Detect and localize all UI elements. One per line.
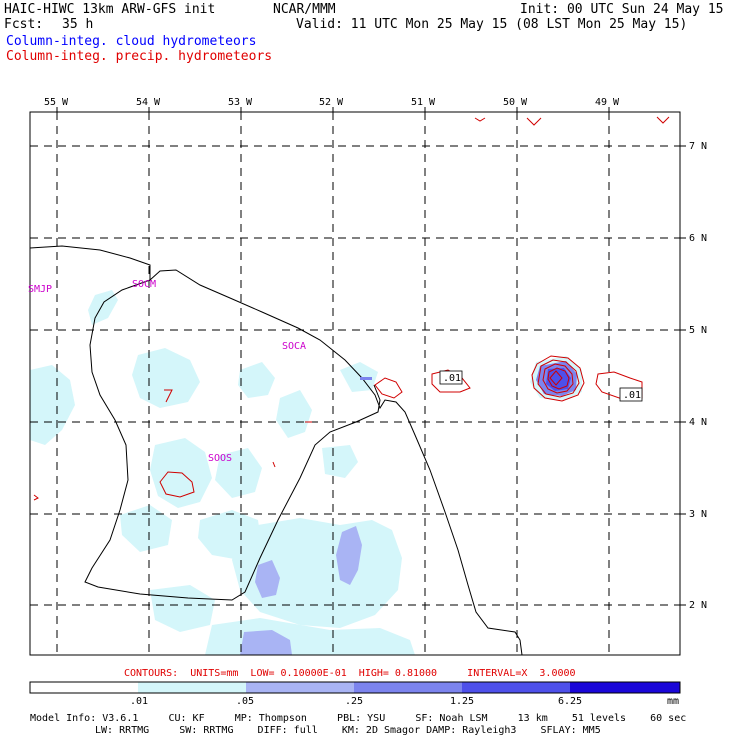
- cloud-area: [255, 560, 280, 598]
- map-frame: [29, 111, 681, 656]
- precip-contour: [164, 389, 173, 403]
- org-label: NCAR/MMM: [273, 2, 336, 17]
- cloud-area: [215, 448, 262, 498]
- colorbar-tick-label: .01: [130, 696, 149, 707]
- precip-contour: [542, 363, 574, 394]
- precip-contour: [526, 117, 542, 126]
- coastline: [30, 245, 523, 655]
- axis-ticks: [56, 107, 686, 606]
- precip-contour: [474, 117, 486, 122]
- precip-contour: [537, 359, 580, 398]
- cloud-area: [546, 368, 571, 391]
- forecast-hour: 35 h: [62, 17, 94, 32]
- cloud-area: [238, 362, 275, 398]
- colorbar-tick-label: 6.25: [558, 696, 583, 707]
- precip-contour: [656, 116, 670, 124]
- cloud-area: [30, 365, 75, 445]
- lat-label: 6 N: [689, 233, 708, 244]
- contour-info: CONTOURS: UNITS=mm LOW= 0.10000E-01 HIGH…: [124, 668, 576, 679]
- cloud-area: [322, 445, 358, 478]
- lat-label: 5 N: [689, 325, 708, 336]
- lon-label: 53 W: [228, 97, 253, 108]
- station-markers: [360, 377, 372, 380]
- lon-label: 51 W: [411, 97, 436, 108]
- valid-time: Valid: 11 UTC Mon 25 May 15 (08 LST Mon …: [296, 17, 688, 32]
- cloud-shading: [30, 290, 582, 655]
- precip-contour: [159, 471, 195, 498]
- lat-label: 2 N: [689, 600, 708, 611]
- precip-contour: [272, 461, 276, 468]
- model-title: HAIC-HIWC 13km ARW-GFS init: [4, 2, 216, 17]
- cloud-area: [150, 585, 215, 632]
- lat-label: 7 N: [689, 141, 708, 152]
- precip-contour: [374, 377, 403, 399]
- colorbar: [29, 681, 681, 694]
- cloud-area: [120, 505, 172, 552]
- cloud-area: [132, 348, 200, 408]
- precip-contour: [547, 367, 570, 390]
- station-label: SOOS: [208, 453, 233, 464]
- colorbar-units: mm: [667, 696, 680, 707]
- lon-label: 49 W: [595, 97, 620, 108]
- precip-contours: [33, 116, 670, 501]
- colorbar-tick-label: .25: [345, 696, 364, 707]
- cloud-area: [336, 526, 362, 585]
- forecast-label: Fcst:: [4, 17, 44, 32]
- contour-value-label: .01: [623, 390, 642, 401]
- lon-label: 54 W: [136, 97, 161, 108]
- precip-contour: [531, 355, 585, 402]
- station-label: SOCA: [282, 341, 307, 352]
- lat-label: 4 N: [689, 417, 708, 428]
- lon-label: 55 W: [44, 97, 69, 108]
- init-time: Init: 00 UTC Sun 24 May 15: [520, 2, 724, 17]
- contour-value-label: .01: [443, 373, 462, 384]
- precip-contour: [549, 370, 563, 386]
- lon-label: 50 W: [503, 97, 528, 108]
- cloud-field-label: Column-integ. cloud hydrometeors: [6, 34, 257, 49]
- cloud-area: [276, 390, 312, 438]
- contour-labels: [439, 370, 643, 402]
- precip-contour: [33, 494, 39, 501]
- cloud-area: [340, 362, 378, 392]
- station-label: SOCM: [132, 279, 157, 290]
- colorbar-tick-label: .05: [236, 696, 255, 707]
- model-info-line-1: Model Info: V3.6.1 CU: KF MP: Thompson P…: [30, 713, 687, 724]
- cloud-area: [240, 630, 292, 655]
- lon-label: 52 W: [319, 97, 344, 108]
- model-info-line-2: LW: RRTMG SW: RRTMG DIFF: full KM: 2D Sm…: [95, 725, 601, 736]
- colorbar-tick-label: 1.25: [450, 696, 475, 707]
- precip-field-label: Column-integ. precip. hydrometeors: [6, 49, 273, 64]
- station-label: SMJP: [28, 284, 53, 295]
- lat-label: 3 N: [689, 509, 708, 520]
